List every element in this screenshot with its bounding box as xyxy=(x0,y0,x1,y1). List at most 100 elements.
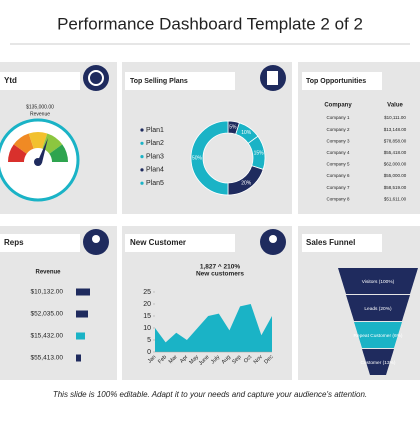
header-box xyxy=(302,234,382,252)
table-cell: $78,858.00 xyxy=(384,138,407,143)
y-tick-label: 15 xyxy=(143,313,151,320)
funnel-stage xyxy=(354,322,402,348)
funnel-stage xyxy=(346,295,410,321)
legend-swatch xyxy=(140,128,144,132)
x-tick-label: Sep xyxy=(231,354,242,365)
y-tick-label: 25 xyxy=(143,289,151,296)
gauge-hub xyxy=(34,158,42,166)
funnel-label: Leads (20%) xyxy=(364,306,392,312)
y-tick-label: 0 xyxy=(147,349,151,356)
data-label: 10% xyxy=(241,130,252,136)
rep-revenue: $15,432.00 xyxy=(30,333,63,340)
x-tick-label: Aug xyxy=(221,354,232,365)
funnel-label: Visitors (100%) xyxy=(362,279,395,285)
donut-segment xyxy=(190,120,229,196)
annotation: New customers xyxy=(196,271,244,278)
icon xyxy=(83,65,109,91)
icon xyxy=(267,71,278,85)
gauge-arc xyxy=(42,133,63,154)
x-tick-label: Mar xyxy=(168,354,179,365)
rep-revenue: $52,035.00 xyxy=(30,311,63,318)
table-cell: $55,418.00 xyxy=(384,150,407,155)
table-cell: $62,000.00 xyxy=(384,162,407,167)
table-cell: $13,148.00 xyxy=(384,127,407,132)
x-tick-label: Oct xyxy=(243,354,254,365)
funnel-label: Repeat Customer (6%) xyxy=(353,333,402,339)
legend-label: Plan2 xyxy=(146,140,164,147)
x-tick-label: Dec xyxy=(263,354,274,365)
rep-bar xyxy=(76,310,88,318)
icons xyxy=(83,65,286,255)
x-tick-label: Apr xyxy=(179,354,189,364)
gauge-arc xyxy=(13,133,34,154)
y-tick-label: 5 xyxy=(147,337,151,344)
y-tick-label: 20 xyxy=(143,301,151,308)
legend-label: Plan4 xyxy=(146,167,164,174)
rep-bar xyxy=(76,288,90,296)
rep-bar xyxy=(76,354,81,362)
gauge-arc xyxy=(49,144,68,162)
gauge-arc xyxy=(8,144,27,162)
table-cell: Company 6 xyxy=(326,173,350,178)
gauge-arcs xyxy=(8,132,68,162)
panel-headers xyxy=(0,72,382,252)
data-label: 20% xyxy=(241,180,252,186)
legend-label: Plan1 xyxy=(146,127,164,134)
x-tick-label: Feb xyxy=(157,354,168,365)
data-label: 15% xyxy=(254,150,265,156)
table-cell: Company 3 xyxy=(326,138,350,143)
panel-title: Top Opportunities xyxy=(306,78,366,85)
data-label: 50% xyxy=(192,155,203,161)
gauge-arc xyxy=(28,132,48,149)
legend-swatch xyxy=(140,168,144,172)
panel-title: Ytd xyxy=(4,76,17,85)
funnel-stage xyxy=(338,268,418,294)
panel-title: Reps xyxy=(4,238,24,247)
x-tick-label: May xyxy=(188,354,200,366)
header-box xyxy=(0,72,80,90)
legend-label: Plan3 xyxy=(146,153,164,160)
rep-bar xyxy=(76,332,85,340)
table-cell: Company 4 xyxy=(326,150,350,155)
funnel-label: Customer (13%) xyxy=(361,360,396,366)
header-box xyxy=(125,72,235,90)
header-box xyxy=(0,234,80,252)
rep-revenue: $10,132.00 xyxy=(30,289,63,296)
table-cell: Company 5 xyxy=(326,162,350,167)
column-header: Company xyxy=(324,103,352,109)
table-cell: $51,611.00 xyxy=(384,196,407,201)
table-cell: $55,000.00 xyxy=(384,173,407,178)
ytd-label: Revenue xyxy=(30,111,50,117)
icon xyxy=(88,70,104,86)
funnel-stage xyxy=(362,349,394,375)
legend-swatch xyxy=(140,141,144,145)
table-cell: $58,519.00 xyxy=(384,185,407,190)
x-tick-label: Nov xyxy=(253,354,264,365)
column-header: Value xyxy=(387,103,403,109)
legend-swatch xyxy=(140,181,144,185)
header-box xyxy=(125,234,235,252)
legend-swatch xyxy=(140,155,144,159)
data-label: 5% xyxy=(229,125,237,131)
table-cell: $10,111.00 xyxy=(384,115,406,120)
icon xyxy=(92,235,100,243)
footer: This slide is 100% editable. Adapt it to… xyxy=(53,390,367,399)
y-tick-label: 10 xyxy=(143,325,151,332)
area xyxy=(155,304,272,352)
column-header: Revenue xyxy=(35,270,61,276)
table-cell: Company 7 xyxy=(326,185,350,190)
icon xyxy=(269,235,277,243)
x-tick-label: July xyxy=(210,354,221,365)
panel-title: Sales Funnel xyxy=(306,238,355,247)
table-cell: Company 1 xyxy=(326,115,350,120)
panel-title: New Customer xyxy=(130,238,186,247)
page-title: Performance Dashboard Template 2 of 2 xyxy=(57,14,363,33)
x-tick-label: Jan xyxy=(147,354,158,365)
panel-title: Top Selling Plans xyxy=(130,78,188,85)
rep-revenue: $55,413.00 xyxy=(30,355,63,362)
ytd-amount: $135,000.00 xyxy=(26,104,54,110)
legend-label: Plan5 xyxy=(146,180,164,187)
table-cell: Company 8 xyxy=(326,196,350,201)
table-cell: Company 2 xyxy=(326,127,350,132)
